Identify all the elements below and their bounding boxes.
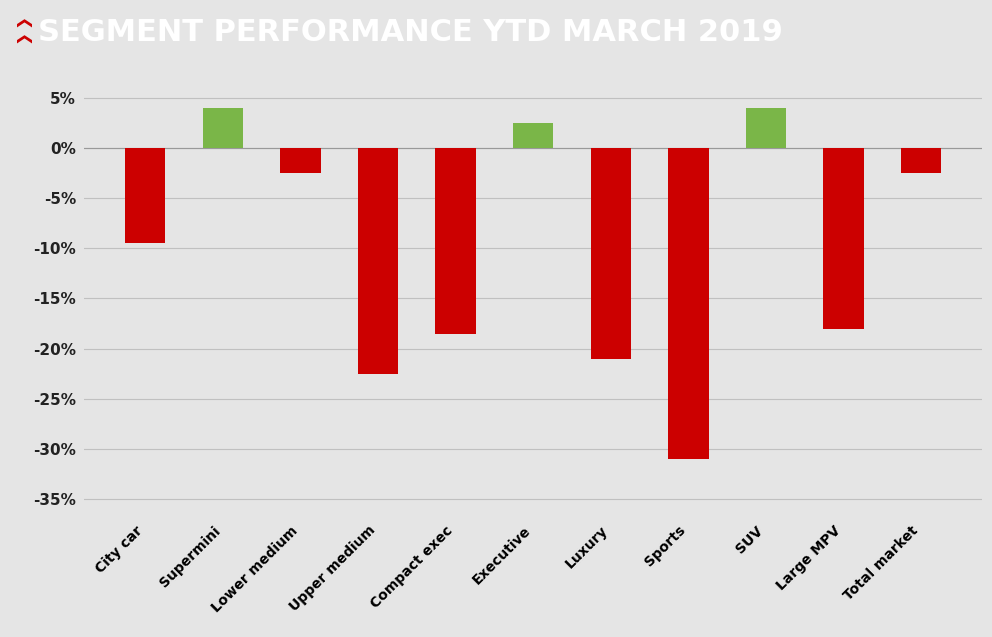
Text: ❮: ❮	[14, 18, 30, 31]
Bar	[202, 108, 243, 148]
Bar	[281, 148, 320, 173]
Bar	[358, 148, 398, 374]
Text: ❮: ❮	[14, 34, 30, 47]
Bar	[513, 123, 554, 148]
Bar	[590, 148, 631, 359]
Bar	[823, 148, 864, 329]
Bar	[669, 148, 708, 459]
Bar	[901, 148, 941, 173]
Bar	[435, 148, 476, 334]
Bar	[125, 148, 166, 243]
Text: SEGMENT PERFORMANCE YTD MARCH 2019: SEGMENT PERFORMANCE YTD MARCH 2019	[38, 18, 783, 47]
Bar	[746, 108, 786, 148]
